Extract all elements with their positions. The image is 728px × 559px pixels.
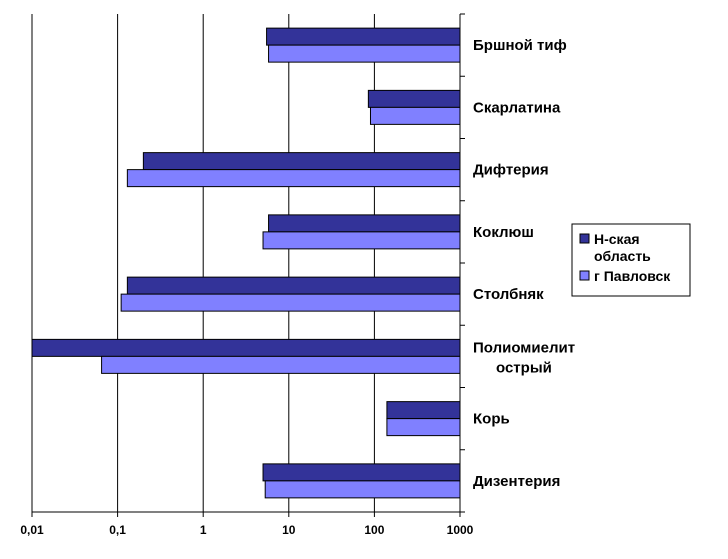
- x-tick-label: 100: [364, 523, 384, 537]
- legend-swatch: [579, 270, 590, 281]
- x-tick-label: 1: [200, 523, 207, 537]
- category-label: Скарлатина: [473, 99, 561, 116]
- category-label: Корь: [473, 411, 510, 428]
- category-label: Дизентерия: [473, 473, 560, 490]
- x-tick-label: 0,01: [20, 523, 44, 537]
- bar-series-2: [262, 231, 461, 250]
- x-tick-label: 0,1: [109, 523, 126, 537]
- category-label: Коклюш: [473, 224, 534, 241]
- bars: [31, 27, 461, 499]
- gridlines: [31, 14, 461, 512]
- bar-series-2: [386, 418, 461, 437]
- bar-series-2: [268, 44, 461, 63]
- bar-series-1: [268, 214, 461, 233]
- category-label: острый: [496, 359, 552, 376]
- bar-series-1: [386, 401, 461, 420]
- x-tick-label: 1000: [447, 523, 474, 537]
- bar-series-1: [31, 338, 461, 357]
- bar-series-2: [264, 480, 461, 499]
- bar-series-1: [367, 89, 461, 108]
- category-label: Дифтерия: [473, 162, 549, 179]
- category-label: Столбняк: [473, 286, 544, 303]
- bar-series-2: [369, 106, 461, 125]
- bar-series-2: [101, 355, 461, 374]
- legend-label: Н-ская: [594, 231, 640, 247]
- bar-series-2: [120, 293, 461, 312]
- axes: [31, 13, 465, 517]
- bar-series-1: [142, 152, 461, 171]
- legend-box: [571, 223, 691, 297]
- category-label: Полиомиелит: [473, 339, 575, 356]
- x-tick-label: 10: [282, 523, 296, 537]
- x-tick-labels: 0,01 0,1 1 10 100 1000: [20, 523, 473, 537]
- legend-label: г Павловск: [594, 268, 671, 284]
- legend-swatch: [579, 233, 590, 244]
- bar-series-1: [266, 27, 461, 46]
- bar-series-1: [126, 276, 461, 295]
- legend-label: область: [594, 248, 651, 264]
- category-labels: Бршной тиф Скарлатина Дифтерия Коклюш Столбн…: [473, 37, 575, 490]
- category-label: Бршной тиф: [473, 37, 567, 54]
- bar-series-1: [262, 463, 461, 482]
- bar-series-2: [126, 169, 461, 188]
